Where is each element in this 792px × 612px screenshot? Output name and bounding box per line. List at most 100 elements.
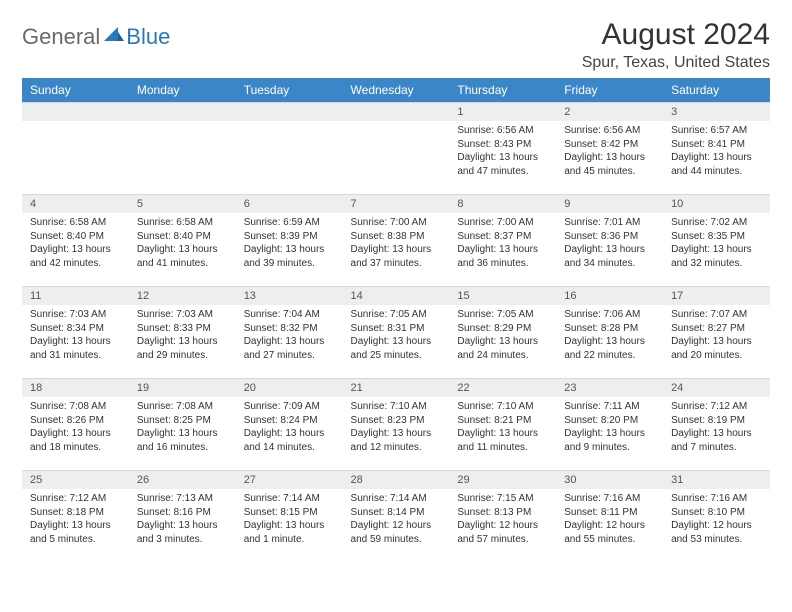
calendar-day-cell: 30Sunrise: 7:16 AMSunset: 8:11 PMDayligh… (556, 470, 663, 562)
weekday-header-row: Sunday Monday Tuesday Wednesday Thursday… (22, 78, 770, 102)
sunset-text: Sunset: 8:31 PM (351, 322, 442, 336)
day-content: Sunrise: 6:57 AMSunset: 8:41 PMDaylight:… (663, 121, 770, 184)
day-number: 6 (236, 194, 343, 213)
calendar-day-cell: 13Sunrise: 7:04 AMSunset: 8:32 PMDayligh… (236, 286, 343, 378)
calendar-day-cell: 2Sunrise: 6:56 AMSunset: 8:42 PMDaylight… (556, 102, 663, 194)
sunset-text: Sunset: 8:19 PM (671, 414, 762, 428)
sunset-text: Sunset: 8:11 PM (564, 506, 655, 520)
daylight-text: Daylight: 13 hours and 22 minutes. (564, 335, 655, 362)
day-content: Sunrise: 7:08 AMSunset: 8:26 PMDaylight:… (22, 397, 129, 460)
day-number: 12 (129, 286, 236, 305)
calendar-day-cell (343, 102, 450, 194)
day-number: 14 (343, 286, 450, 305)
sunset-text: Sunset: 8:18 PM (30, 506, 121, 520)
sunrise-text: Sunrise: 7:12 AM (671, 400, 762, 414)
sunset-text: Sunset: 8:23 PM (351, 414, 442, 428)
sunrise-text: Sunrise: 7:13 AM (137, 492, 228, 506)
calendar-day-cell: 24Sunrise: 7:12 AMSunset: 8:19 PMDayligh… (663, 378, 770, 470)
logo-text-general: General (22, 24, 100, 50)
calendar-week-row: 1Sunrise: 6:56 AMSunset: 8:43 PMDaylight… (22, 102, 770, 194)
day-number (343, 102, 450, 121)
calendar-day-cell: 7Sunrise: 7:00 AMSunset: 8:38 PMDaylight… (343, 194, 450, 286)
sunset-text: Sunset: 8:32 PM (244, 322, 335, 336)
calendar-day-cell: 8Sunrise: 7:00 AMSunset: 8:37 PMDaylight… (449, 194, 556, 286)
daylight-text: Daylight: 12 hours and 57 minutes. (457, 519, 548, 546)
logo: General Blue (22, 24, 170, 50)
sunrise-text: Sunrise: 6:56 AM (564, 124, 655, 138)
sunrise-text: Sunrise: 7:02 AM (671, 216, 762, 230)
day-number: 16 (556, 286, 663, 305)
sunrise-text: Sunrise: 7:04 AM (244, 308, 335, 322)
daylight-text: Daylight: 13 hours and 7 minutes. (671, 427, 762, 454)
daylight-text: Daylight: 13 hours and 42 minutes. (30, 243, 121, 270)
weekday-header: Friday (556, 78, 663, 102)
calendar-week-row: 18Sunrise: 7:08 AMSunset: 8:26 PMDayligh… (22, 378, 770, 470)
daylight-text: Daylight: 13 hours and 9 minutes. (564, 427, 655, 454)
daylight-text: Daylight: 13 hours and 12 minutes. (351, 427, 442, 454)
day-number: 10 (663, 194, 770, 213)
sunrise-text: Sunrise: 7:14 AM (351, 492, 442, 506)
month-title: August 2024 (582, 18, 770, 52)
weekday-header: Tuesday (236, 78, 343, 102)
day-content: Sunrise: 7:11 AMSunset: 8:20 PMDaylight:… (556, 397, 663, 460)
day-content: Sunrise: 7:03 AMSunset: 8:34 PMDaylight:… (22, 305, 129, 368)
day-content: Sunrise: 7:16 AMSunset: 8:10 PMDaylight:… (663, 489, 770, 552)
day-content: Sunrise: 7:09 AMSunset: 8:24 PMDaylight:… (236, 397, 343, 460)
calendar-day-cell: 4Sunrise: 6:58 AMSunset: 8:40 PMDaylight… (22, 194, 129, 286)
day-content: Sunrise: 7:01 AMSunset: 8:36 PMDaylight:… (556, 213, 663, 276)
day-content: Sunrise: 6:58 AMSunset: 8:40 PMDaylight:… (22, 213, 129, 276)
title-block: August 2024 Spur, Texas, United States (582, 18, 770, 72)
sunset-text: Sunset: 8:10 PM (671, 506, 762, 520)
logo-text-blue: Blue (126, 24, 170, 50)
sunset-text: Sunset: 8:21 PM (457, 414, 548, 428)
calendar-day-cell: 18Sunrise: 7:08 AMSunset: 8:26 PMDayligh… (22, 378, 129, 470)
day-number: 21 (343, 378, 450, 397)
calendar-day-cell: 1Sunrise: 6:56 AMSunset: 8:43 PMDaylight… (449, 102, 556, 194)
day-content: Sunrise: 7:05 AMSunset: 8:31 PMDaylight:… (343, 305, 450, 368)
day-number: 19 (129, 378, 236, 397)
day-content: Sunrise: 6:58 AMSunset: 8:40 PMDaylight:… (129, 213, 236, 276)
day-number: 3 (663, 102, 770, 121)
day-content: Sunrise: 7:16 AMSunset: 8:11 PMDaylight:… (556, 489, 663, 552)
sunset-text: Sunset: 8:42 PM (564, 138, 655, 152)
sunset-text: Sunset: 8:37 PM (457, 230, 548, 244)
sunrise-text: Sunrise: 7:16 AM (671, 492, 762, 506)
sunset-text: Sunset: 8:16 PM (137, 506, 228, 520)
day-content: Sunrise: 7:04 AMSunset: 8:32 PMDaylight:… (236, 305, 343, 368)
day-number: 25 (22, 470, 129, 489)
sunset-text: Sunset: 8:34 PM (30, 322, 121, 336)
day-number (129, 102, 236, 121)
calendar-day-cell: 12Sunrise: 7:03 AMSunset: 8:33 PMDayligh… (129, 286, 236, 378)
day-number: 4 (22, 194, 129, 213)
sunrise-text: Sunrise: 6:59 AM (244, 216, 335, 230)
day-number: 24 (663, 378, 770, 397)
day-number: 17 (663, 286, 770, 305)
calendar-day-cell: 16Sunrise: 7:06 AMSunset: 8:28 PMDayligh… (556, 286, 663, 378)
day-content: Sunrise: 7:00 AMSunset: 8:37 PMDaylight:… (449, 213, 556, 276)
sunset-text: Sunset: 8:14 PM (351, 506, 442, 520)
day-number: 7 (343, 194, 450, 213)
day-content: Sunrise: 7:14 AMSunset: 8:14 PMDaylight:… (343, 489, 450, 552)
sunset-text: Sunset: 8:26 PM (30, 414, 121, 428)
day-content: Sunrise: 7:10 AMSunset: 8:23 PMDaylight:… (343, 397, 450, 460)
sunrise-text: Sunrise: 6:57 AM (671, 124, 762, 138)
day-number: 30 (556, 470, 663, 489)
daylight-text: Daylight: 13 hours and 39 minutes. (244, 243, 335, 270)
weekday-header: Sunday (22, 78, 129, 102)
calendar-body: 1Sunrise: 6:56 AMSunset: 8:43 PMDaylight… (22, 102, 770, 562)
weekday-header: Monday (129, 78, 236, 102)
day-content: Sunrise: 7:12 AMSunset: 8:19 PMDaylight:… (663, 397, 770, 460)
daylight-text: Daylight: 13 hours and 11 minutes. (457, 427, 548, 454)
day-content: Sunrise: 7:02 AMSunset: 8:35 PMDaylight:… (663, 213, 770, 276)
day-content: Sunrise: 7:12 AMSunset: 8:18 PMDaylight:… (22, 489, 129, 552)
day-number: 28 (343, 470, 450, 489)
daylight-text: Daylight: 13 hours and 18 minutes. (30, 427, 121, 454)
day-number: 22 (449, 378, 556, 397)
day-number: 2 (556, 102, 663, 121)
calendar-day-cell: 5Sunrise: 6:58 AMSunset: 8:40 PMDaylight… (129, 194, 236, 286)
day-number: 1 (449, 102, 556, 121)
day-content: Sunrise: 6:56 AMSunset: 8:43 PMDaylight:… (449, 121, 556, 184)
day-number: 15 (449, 286, 556, 305)
calendar-day-cell (129, 102, 236, 194)
daylight-text: Daylight: 13 hours and 37 minutes. (351, 243, 442, 270)
